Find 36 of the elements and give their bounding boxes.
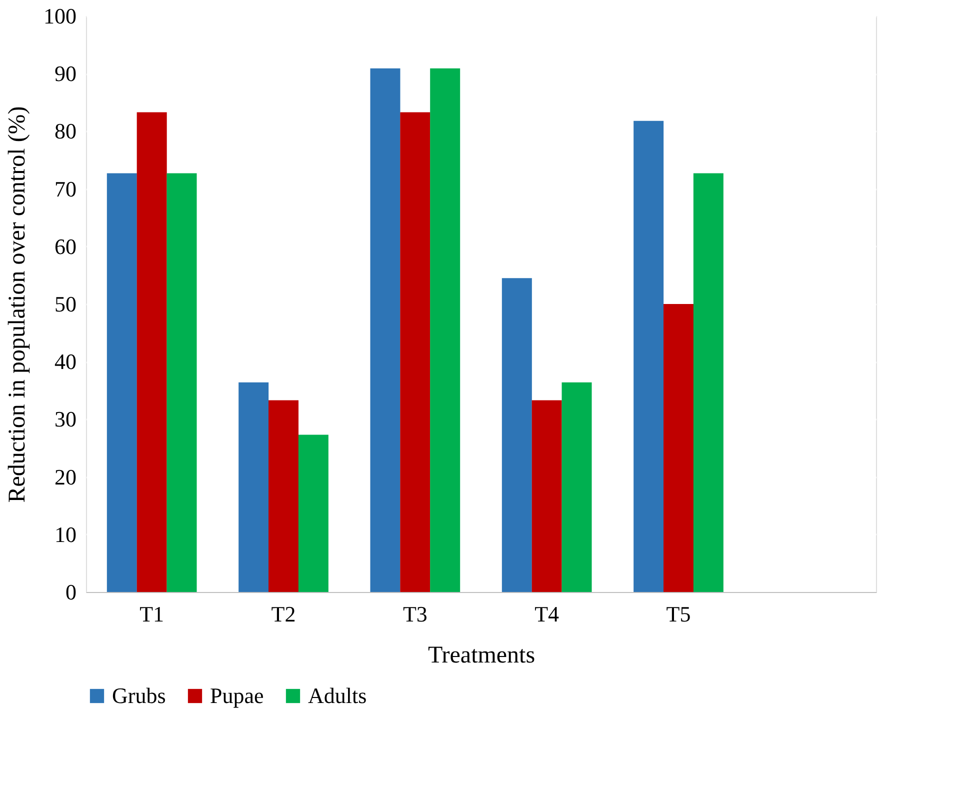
legend-label: Pupae (210, 683, 264, 708)
x-tick-label: T5 (666, 602, 691, 626)
bar (400, 112, 430, 592)
bar (562, 382, 592, 592)
x-tick-label: T4 (534, 602, 560, 626)
x-tick-label: T1 (140, 602, 164, 626)
y-tick-label: 70 (54, 176, 76, 202)
y-tick-label: 30 (54, 406, 76, 432)
bar (664, 304, 694, 592)
x-axis-title: Treatments (428, 642, 536, 668)
bar (106, 173, 137, 592)
bar (532, 400, 562, 592)
bar (166, 173, 197, 592)
y-tick-label: 40 (54, 349, 76, 374)
bar (238, 382, 269, 592)
legend-label: Grubs (112, 683, 166, 708)
y-tick-label: 60 (54, 234, 76, 259)
x-tick-label: T2 (271, 602, 296, 626)
y-tick-label: 20 (54, 464, 76, 490)
bar (430, 68, 460, 592)
y-tick-label: 10 (54, 522, 76, 547)
y-tick-label: 0 (66, 580, 76, 604)
y-axis-title: Reduction in population over control (%) (4, 106, 30, 503)
bar (268, 400, 298, 592)
bar (136, 112, 167, 592)
bar (693, 173, 724, 592)
bar (502, 278, 532, 592)
bar (370, 68, 400, 592)
y-tick-label: 100 (44, 4, 76, 28)
x-tick-label: T3 (402, 602, 428, 626)
y-tick-label: 90 (54, 61, 76, 86)
bar (298, 434, 328, 592)
y-tick-label: 50 (54, 292, 76, 316)
bar (634, 120, 664, 592)
y-tick-label: 80 (54, 118, 76, 144)
legend-label: Adults (308, 683, 367, 708)
